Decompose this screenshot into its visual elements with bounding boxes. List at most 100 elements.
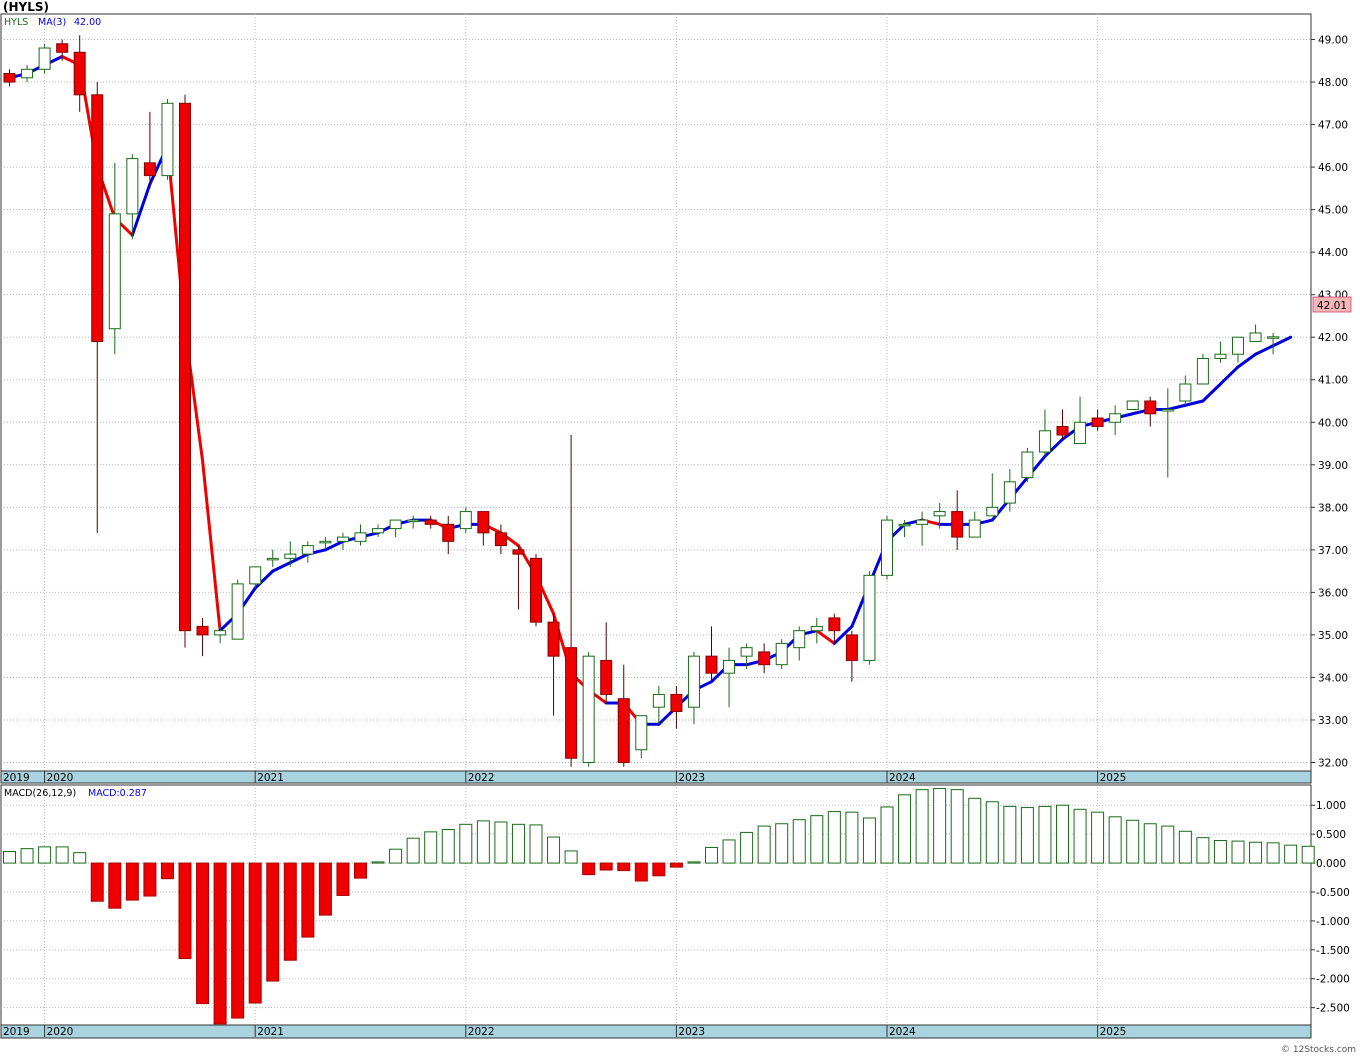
price-tick-label: 40.00 <box>1318 417 1348 429</box>
year-label: 2019 <box>3 772 30 784</box>
macd-bar <box>178 862 192 959</box>
candle-body <box>389 519 402 530</box>
macd-bar <box>1231 840 1245 864</box>
year-label: 2019 <box>3 1026 30 1038</box>
macd-bar <box>1213 840 1227 864</box>
candle-body <box>21 68 34 79</box>
legend-ma-label: MA(3) <box>38 17 66 28</box>
macd-bar <box>599 862 613 871</box>
legend-ticker: HYLS <box>4 17 28 28</box>
candle-body <box>38 47 51 70</box>
candle-body <box>477 511 490 534</box>
candle <box>582 651 595 767</box>
macd-bar <box>564 850 578 864</box>
price-panel-frame <box>0 13 1312 772</box>
candle <box>758 643 771 674</box>
candle-body <box>1074 421 1087 445</box>
year-label: 2023 <box>678 1026 705 1038</box>
macd-bar <box>740 831 754 864</box>
candle-body <box>1003 481 1016 504</box>
candle <box>1091 409 1104 431</box>
candle-body <box>916 519 929 525</box>
price-grid <box>1 14 1311 771</box>
candle-body <box>1126 400 1139 411</box>
candle <box>530 554 542 627</box>
price-tick-label: 41.00 <box>1318 375 1348 387</box>
candle <box>459 507 472 533</box>
candle-body <box>494 532 507 547</box>
candle <box>1249 324 1262 342</box>
candle-body <box>1232 336 1244 355</box>
candle <box>1021 447 1034 482</box>
candle-body <box>424 519 437 525</box>
legend-ma-value: 42.00 <box>74 17 101 28</box>
macd-bar <box>266 862 280 982</box>
candle-body <box>687 655 700 708</box>
macd-bar <box>1091 811 1105 864</box>
ma-segment <box>1201 382 1222 403</box>
macd-bar <box>827 811 841 864</box>
macd-bar <box>652 862 666 877</box>
macd-bar <box>1161 825 1175 864</box>
candle-body <box>442 523 455 542</box>
candle-body <box>793 630 806 649</box>
candle-body <box>56 43 69 53</box>
ma-segment <box>832 624 854 645</box>
candle <box>3 69 16 87</box>
macd-bar <box>108 862 122 909</box>
candle-body <box>933 511 946 517</box>
candle <box>249 566 262 589</box>
last-price-tag: 42.01 <box>1317 300 1347 312</box>
candle <box>1196 354 1209 385</box>
candle-body <box>231 583 244 640</box>
candle <box>161 99 174 180</box>
candle <box>179 94 191 648</box>
candle-body <box>565 647 578 759</box>
macd-bar <box>73 852 87 864</box>
candle <box>143 111 156 189</box>
candle <box>881 515 893 580</box>
ma-segment <box>815 629 836 645</box>
year-label: 2024 <box>889 1026 916 1038</box>
candle <box>494 524 507 555</box>
candle-body <box>986 506 999 517</box>
year-label: 2024 <box>889 772 916 784</box>
macd-bar <box>985 801 999 864</box>
macd-bar <box>1143 823 1157 864</box>
price-tick-label: 34.00 <box>1318 672 1348 684</box>
macd-bar <box>1073 808 1087 864</box>
macd-bar <box>371 861 385 864</box>
macd-tick-label: -0.500 <box>1316 887 1350 899</box>
candle <box>547 613 560 716</box>
price-tick-label: 47.00 <box>1318 120 1348 132</box>
year-label: 2023 <box>678 772 705 784</box>
candle <box>1003 469 1016 512</box>
price-x-axis: 2019 2020 2021 2022 2023 2024 2025 <box>0 771 1126 784</box>
price-tick-label: 32.00 <box>1318 757 1348 769</box>
macd-bar <box>950 789 964 864</box>
candle <box>1056 409 1069 440</box>
macd-bar <box>1003 805 1017 864</box>
price-tick-label: 46.00 <box>1318 162 1348 174</box>
candle-body <box>1214 353 1227 359</box>
price-tick-label: 39.00 <box>1318 460 1348 472</box>
macd-bar <box>283 862 297 961</box>
macd-bar <box>1020 807 1034 864</box>
macd-bar <box>441 829 455 864</box>
candle <box>793 626 806 661</box>
candle-body <box>845 634 858 661</box>
candle-body <box>758 651 771 666</box>
candle <box>126 154 139 240</box>
candle <box>1144 396 1157 427</box>
macd-bar <box>318 862 332 916</box>
candle <box>898 520 911 538</box>
macd-bar <box>880 806 894 864</box>
ma-segment <box>253 569 275 590</box>
candle <box>1179 375 1192 406</box>
macd-bar <box>705 846 718 864</box>
macd-bar <box>213 862 227 1025</box>
candle-body <box>670 693 683 712</box>
candle-body <box>179 102 191 632</box>
macd-bar <box>547 836 561 864</box>
candle <box>301 541 314 563</box>
